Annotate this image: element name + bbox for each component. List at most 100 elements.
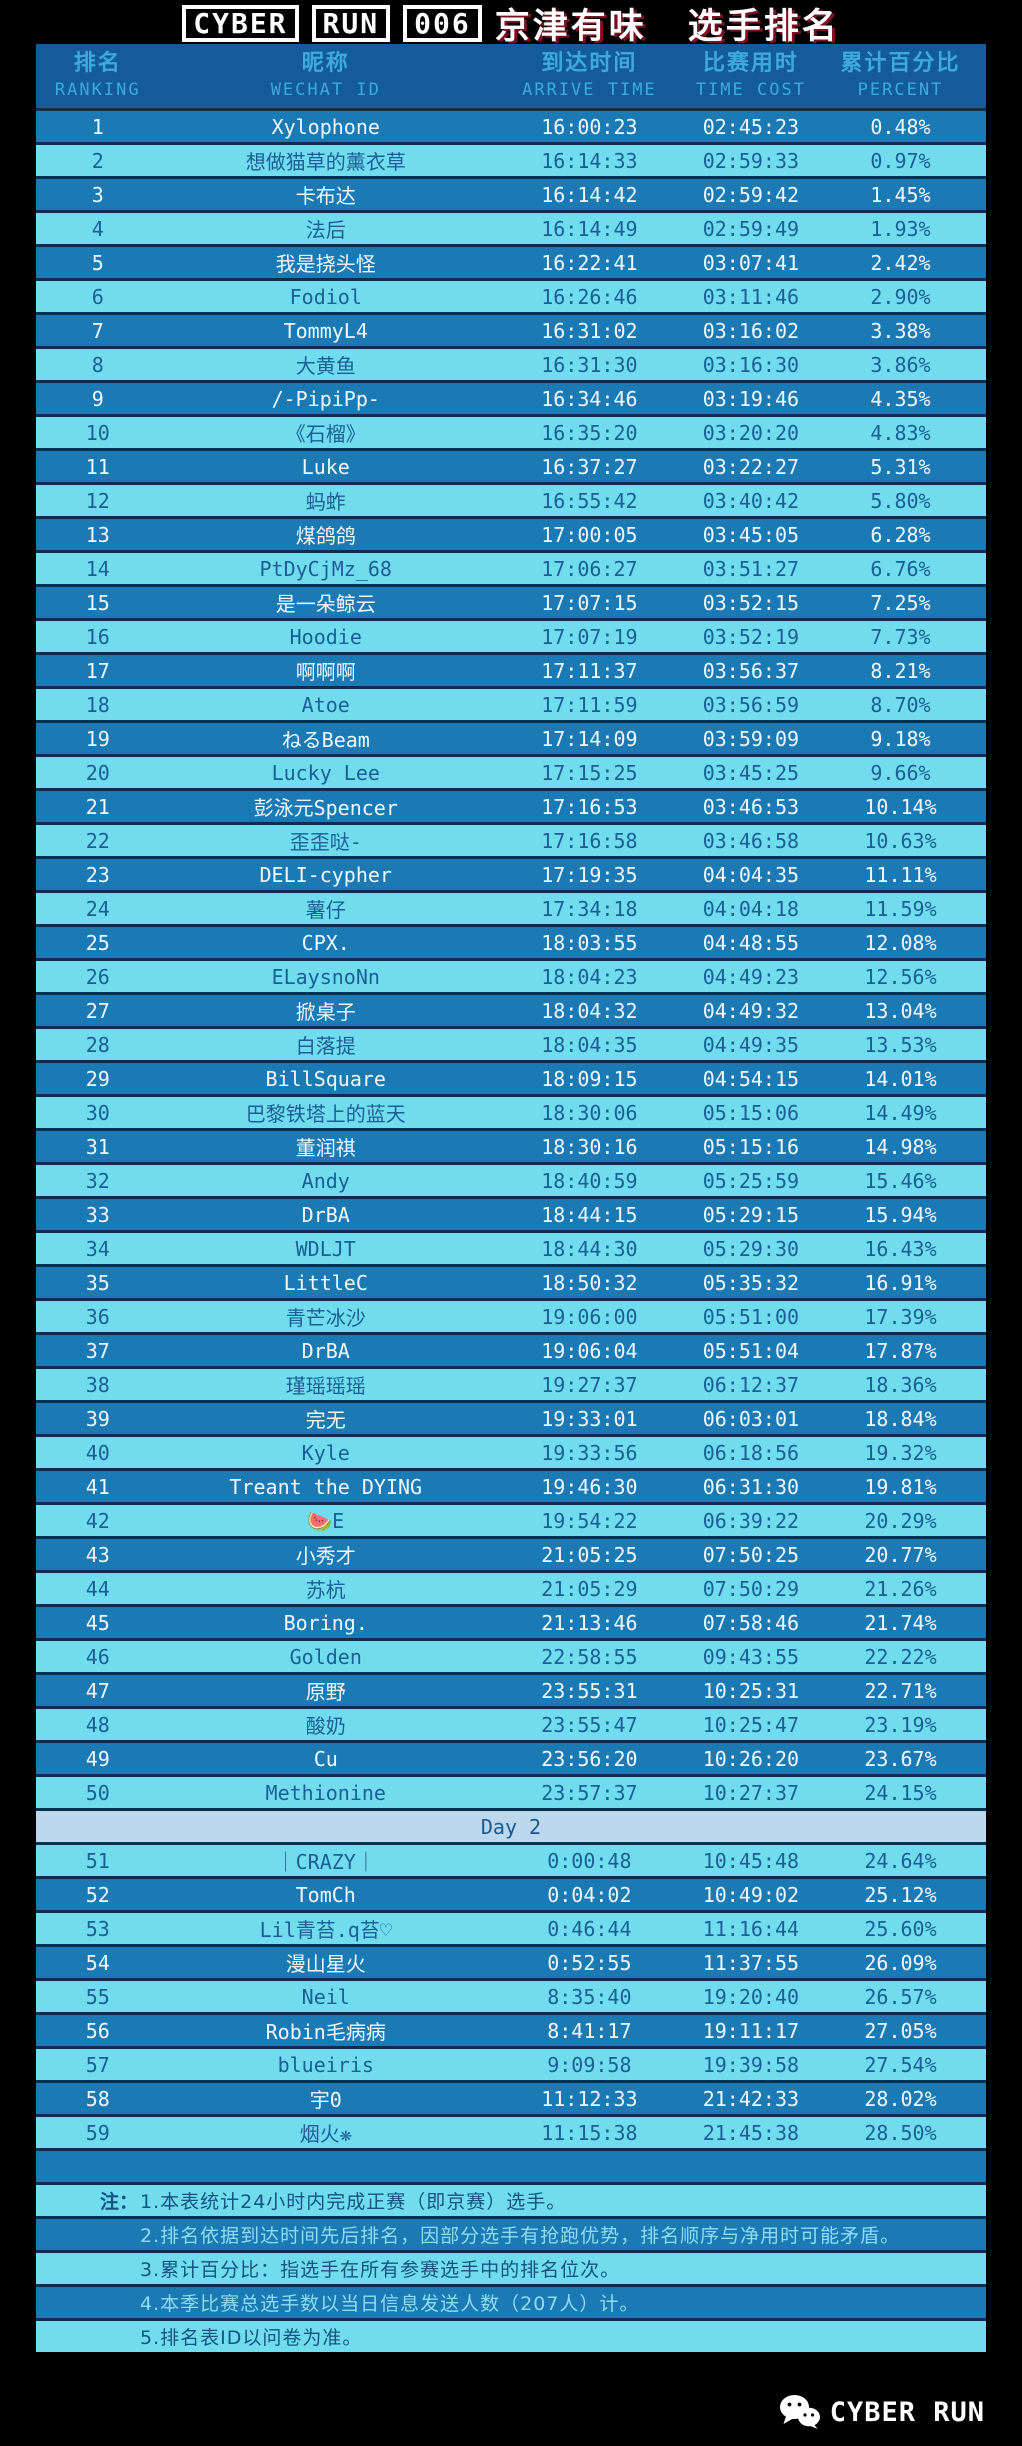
name-cell: 瑾瑶瑶瑶 bbox=[285, 1374, 366, 1398]
name-cell: 啊啊啊 bbox=[295, 660, 356, 684]
rank-cell: 9 bbox=[91, 386, 104, 411]
rank-cell: 8 bbox=[91, 352, 104, 377]
name-cell: Xylophone bbox=[271, 114, 380, 139]
table-row: 19 ねるBeam 17:14:09 03:59:09 9.18% bbox=[36, 723, 986, 754]
name-cell: BillSquare bbox=[265, 1066, 386, 1091]
name-cell: DrBA bbox=[301, 1202, 350, 1227]
arrive-cell: 19:33:56 bbox=[541, 1440, 638, 1465]
arrive-cell: 0:04:02 bbox=[547, 1882, 632, 1907]
name-cell: TommyL4 bbox=[283, 318, 368, 343]
name-cell: 彭泳元Spencer bbox=[253, 796, 398, 820]
cost-cell: 05:29:30 bbox=[702, 1236, 800, 1261]
arrive-cell: 23:55:47 bbox=[541, 1712, 638, 1737]
table-row: 42 🍉E 19:54:22 06:39:22 20.29% bbox=[36, 1505, 986, 1536]
name-cell: 法后 bbox=[305, 218, 346, 242]
percent-cell: 1.93% bbox=[870, 216, 931, 241]
col-header-wechatid-zh: 昵称 bbox=[301, 51, 350, 76]
arrive-cell: 22:58:55 bbox=[541, 1644, 638, 1669]
cost-cell: 06:18:56 bbox=[702, 1440, 800, 1465]
arrive-cell: 17:00:05 bbox=[541, 522, 638, 547]
col-header-percent-en: PERCENT bbox=[857, 80, 944, 100]
percent-cell: 18.36% bbox=[864, 1372, 937, 1397]
name-cell: 大黄鱼 bbox=[295, 354, 356, 378]
percent-cell: 23.19% bbox=[864, 1712, 937, 1737]
cost-cell: 10:25:31 bbox=[702, 1678, 800, 1703]
table-row: 28 白落提 18:04:35 04:49:35 13.53% bbox=[36, 1029, 986, 1060]
cost-cell: 04:48:55 bbox=[702, 930, 800, 955]
col-header-ranking-zh: 排名 bbox=[73, 51, 122, 76]
note-row: 4.本季比赛总选手数以当日信息发送人数（207人）计。 bbox=[36, 2287, 986, 2318]
percent-cell: 9.18% bbox=[870, 726, 931, 751]
note-prefix: 注： bbox=[100, 2191, 139, 2213]
note-text: 5.排名表ID以问卷为准。 bbox=[140, 2327, 363, 2349]
name-cell: 《石榴》 bbox=[285, 422, 366, 446]
table-row: 39 完无 19:33:01 06:03:01 18.84% bbox=[36, 1403, 986, 1434]
col-header-arrive-zh: 到达时间 bbox=[541, 51, 638, 76]
table-row: 34 WDLJT 18:44:30 05:29:30 16.43% bbox=[36, 1233, 986, 1264]
cost-cell: 07:50:29 bbox=[702, 1576, 800, 1601]
table-row: 1 Xylophone 16:00:23 02:45:23 0.48% bbox=[36, 111, 986, 142]
table-row: 43 小秀才 21:05:25 07:50:25 20.77% bbox=[36, 1539, 986, 1570]
cost-cell: 19:20:40 bbox=[702, 1984, 800, 2009]
rank-cell: 48 bbox=[85, 1712, 110, 1737]
table-row: 8 大黄鱼 16:31:30 03:16:30 3.86% bbox=[36, 349, 986, 380]
cost-cell: 09:43:55 bbox=[702, 1644, 800, 1669]
table-row: 17 啊啊啊 17:11:37 03:56:37 8.21% bbox=[36, 655, 986, 686]
table-row: 2 想做猫草的薰衣草 16:14:33 02:59:33 0.97% bbox=[36, 145, 986, 176]
table-row: 46 Golden 22:58:55 09:43:55 22.22% bbox=[36, 1641, 986, 1672]
col-header-ranking-en: RANKING bbox=[54, 80, 141, 100]
percent-cell: 14.49% bbox=[864, 1100, 937, 1125]
table-row: 30 巴黎铁塔上的蓝天 18:30:06 05:15:06 14.49% bbox=[36, 1097, 986, 1128]
rank-cell: 22 bbox=[85, 828, 110, 853]
cost-cell: 03:16:30 bbox=[702, 352, 800, 377]
table-row: 31 董润祺 18:30:16 05:15:16 14.98% bbox=[36, 1131, 986, 1162]
rank-cell: 44 bbox=[85, 1576, 110, 1601]
table-row: 4 法后 16:14:49 02:59:49 1.93% bbox=[36, 213, 986, 244]
cost-cell: 03:52:15 bbox=[702, 590, 800, 615]
table-row: 44 苏杭 21:05:29 07:50:29 21.26% bbox=[36, 1573, 986, 1604]
percent-cell: 22.22% bbox=[864, 1644, 937, 1669]
arrive-cell: 19:06:04 bbox=[541, 1338, 638, 1363]
cost-cell: 05:35:32 bbox=[702, 1270, 800, 1295]
arrive-cell: 17:16:53 bbox=[541, 794, 638, 819]
percent-cell: 20.77% bbox=[864, 1542, 937, 1567]
rank-cell: 38 bbox=[85, 1372, 110, 1397]
rank-cell: 34 bbox=[85, 1236, 110, 1261]
rank-cell: 53 bbox=[85, 1916, 110, 1941]
percent-cell: 7.25% bbox=[870, 590, 931, 615]
arrive-cell: 19:46:30 bbox=[541, 1474, 638, 1499]
name-cell: ねるBeam bbox=[281, 728, 370, 752]
table-row: 59 烟火❋ 11:15:38 21:45:38 28.50% bbox=[36, 2117, 986, 2148]
arrive-cell: 17:11:37 bbox=[541, 658, 638, 683]
name-cell: Fodiol bbox=[289, 284, 362, 309]
table-row: 25 CPX. 18:03:55 04:48:55 12.08% bbox=[36, 927, 986, 958]
cost-cell: 10:27:37 bbox=[702, 1780, 800, 1805]
cost-cell: 07:50:25 bbox=[702, 1542, 800, 1567]
cost-cell: 03:56:59 bbox=[702, 692, 800, 717]
note-row: 5.排名表ID以问卷为准。 bbox=[36, 2321, 986, 2352]
col-header-percent-zh: 累计百分比 bbox=[840, 51, 961, 76]
percent-cell: 13.04% bbox=[864, 998, 937, 1023]
rank-cell: 43 bbox=[85, 1542, 110, 1567]
table-row: 13 煤鸽鸽 17:00:05 03:45:05 6.28% bbox=[36, 519, 986, 550]
cost-cell: 10:25:47 bbox=[702, 1712, 800, 1737]
name-cell: 是一朵鲸云 bbox=[275, 592, 376, 616]
table-row: 36 青芒冰沙 19:06:00 05:51:00 17.39% bbox=[36, 1301, 986, 1332]
cost-cell: 04:49:35 bbox=[702, 1032, 800, 1057]
table-row: 50 Methionine 23:57:37 10:27:37 24.15% bbox=[36, 1777, 986, 1808]
cost-cell: 02:59:42 bbox=[702, 182, 800, 207]
rank-cell: 54 bbox=[85, 1950, 110, 1975]
rank-cell: 35 bbox=[85, 1270, 110, 1295]
percent-cell: 25.60% bbox=[864, 1916, 937, 1941]
name-cell: 烟火❋ bbox=[299, 2122, 352, 2146]
rank-cell: 46 bbox=[85, 1644, 110, 1669]
name-cell: Treant the DYING bbox=[229, 1474, 423, 1499]
cost-cell: 03:59:09 bbox=[702, 726, 800, 751]
percent-cell: 17.87% bbox=[864, 1338, 937, 1363]
col-header-arrive-en: ARRIVE TIME bbox=[522, 80, 657, 100]
percent-cell: 17.39% bbox=[864, 1304, 937, 1329]
rank-cell: 29 bbox=[85, 1066, 110, 1091]
percent-cell: 18.84% bbox=[864, 1406, 937, 1431]
name-cell: 宇0 bbox=[309, 2088, 342, 2112]
cost-cell: 04:04:18 bbox=[702, 896, 800, 921]
